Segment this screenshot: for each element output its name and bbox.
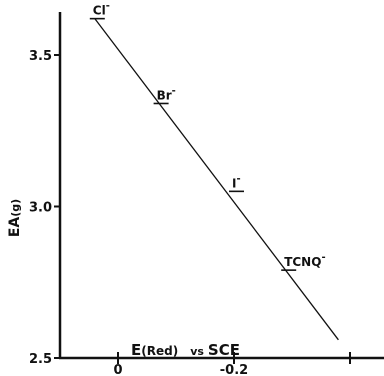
data-point-label: TCNQ- (284, 252, 325, 269)
y-tick-label: 2.5 (29, 352, 52, 367)
y-ticks: 3.5 3.0 2.5 (29, 49, 60, 367)
x-axis-title: E(Red) vs SCE (131, 341, 240, 359)
x-tick-label: -0.2 (220, 363, 248, 376)
data-point-label: I- (232, 173, 241, 190)
y-tick-label: 3.0 (29, 201, 52, 216)
y-axis-title: EA(g) (7, 199, 23, 237)
data-point-label: Cl- (93, 1, 110, 18)
fit-line (94, 18, 339, 341)
x-ticks: 0 -0.2 (113, 352, 351, 376)
y-tick-label: 3.5 (29, 49, 52, 64)
data-point-label: Br- (157, 85, 176, 102)
x-tick-label: 0 (113, 363, 122, 376)
data-points: Cl- Br- I- TCNQ- (89, 1, 326, 271)
